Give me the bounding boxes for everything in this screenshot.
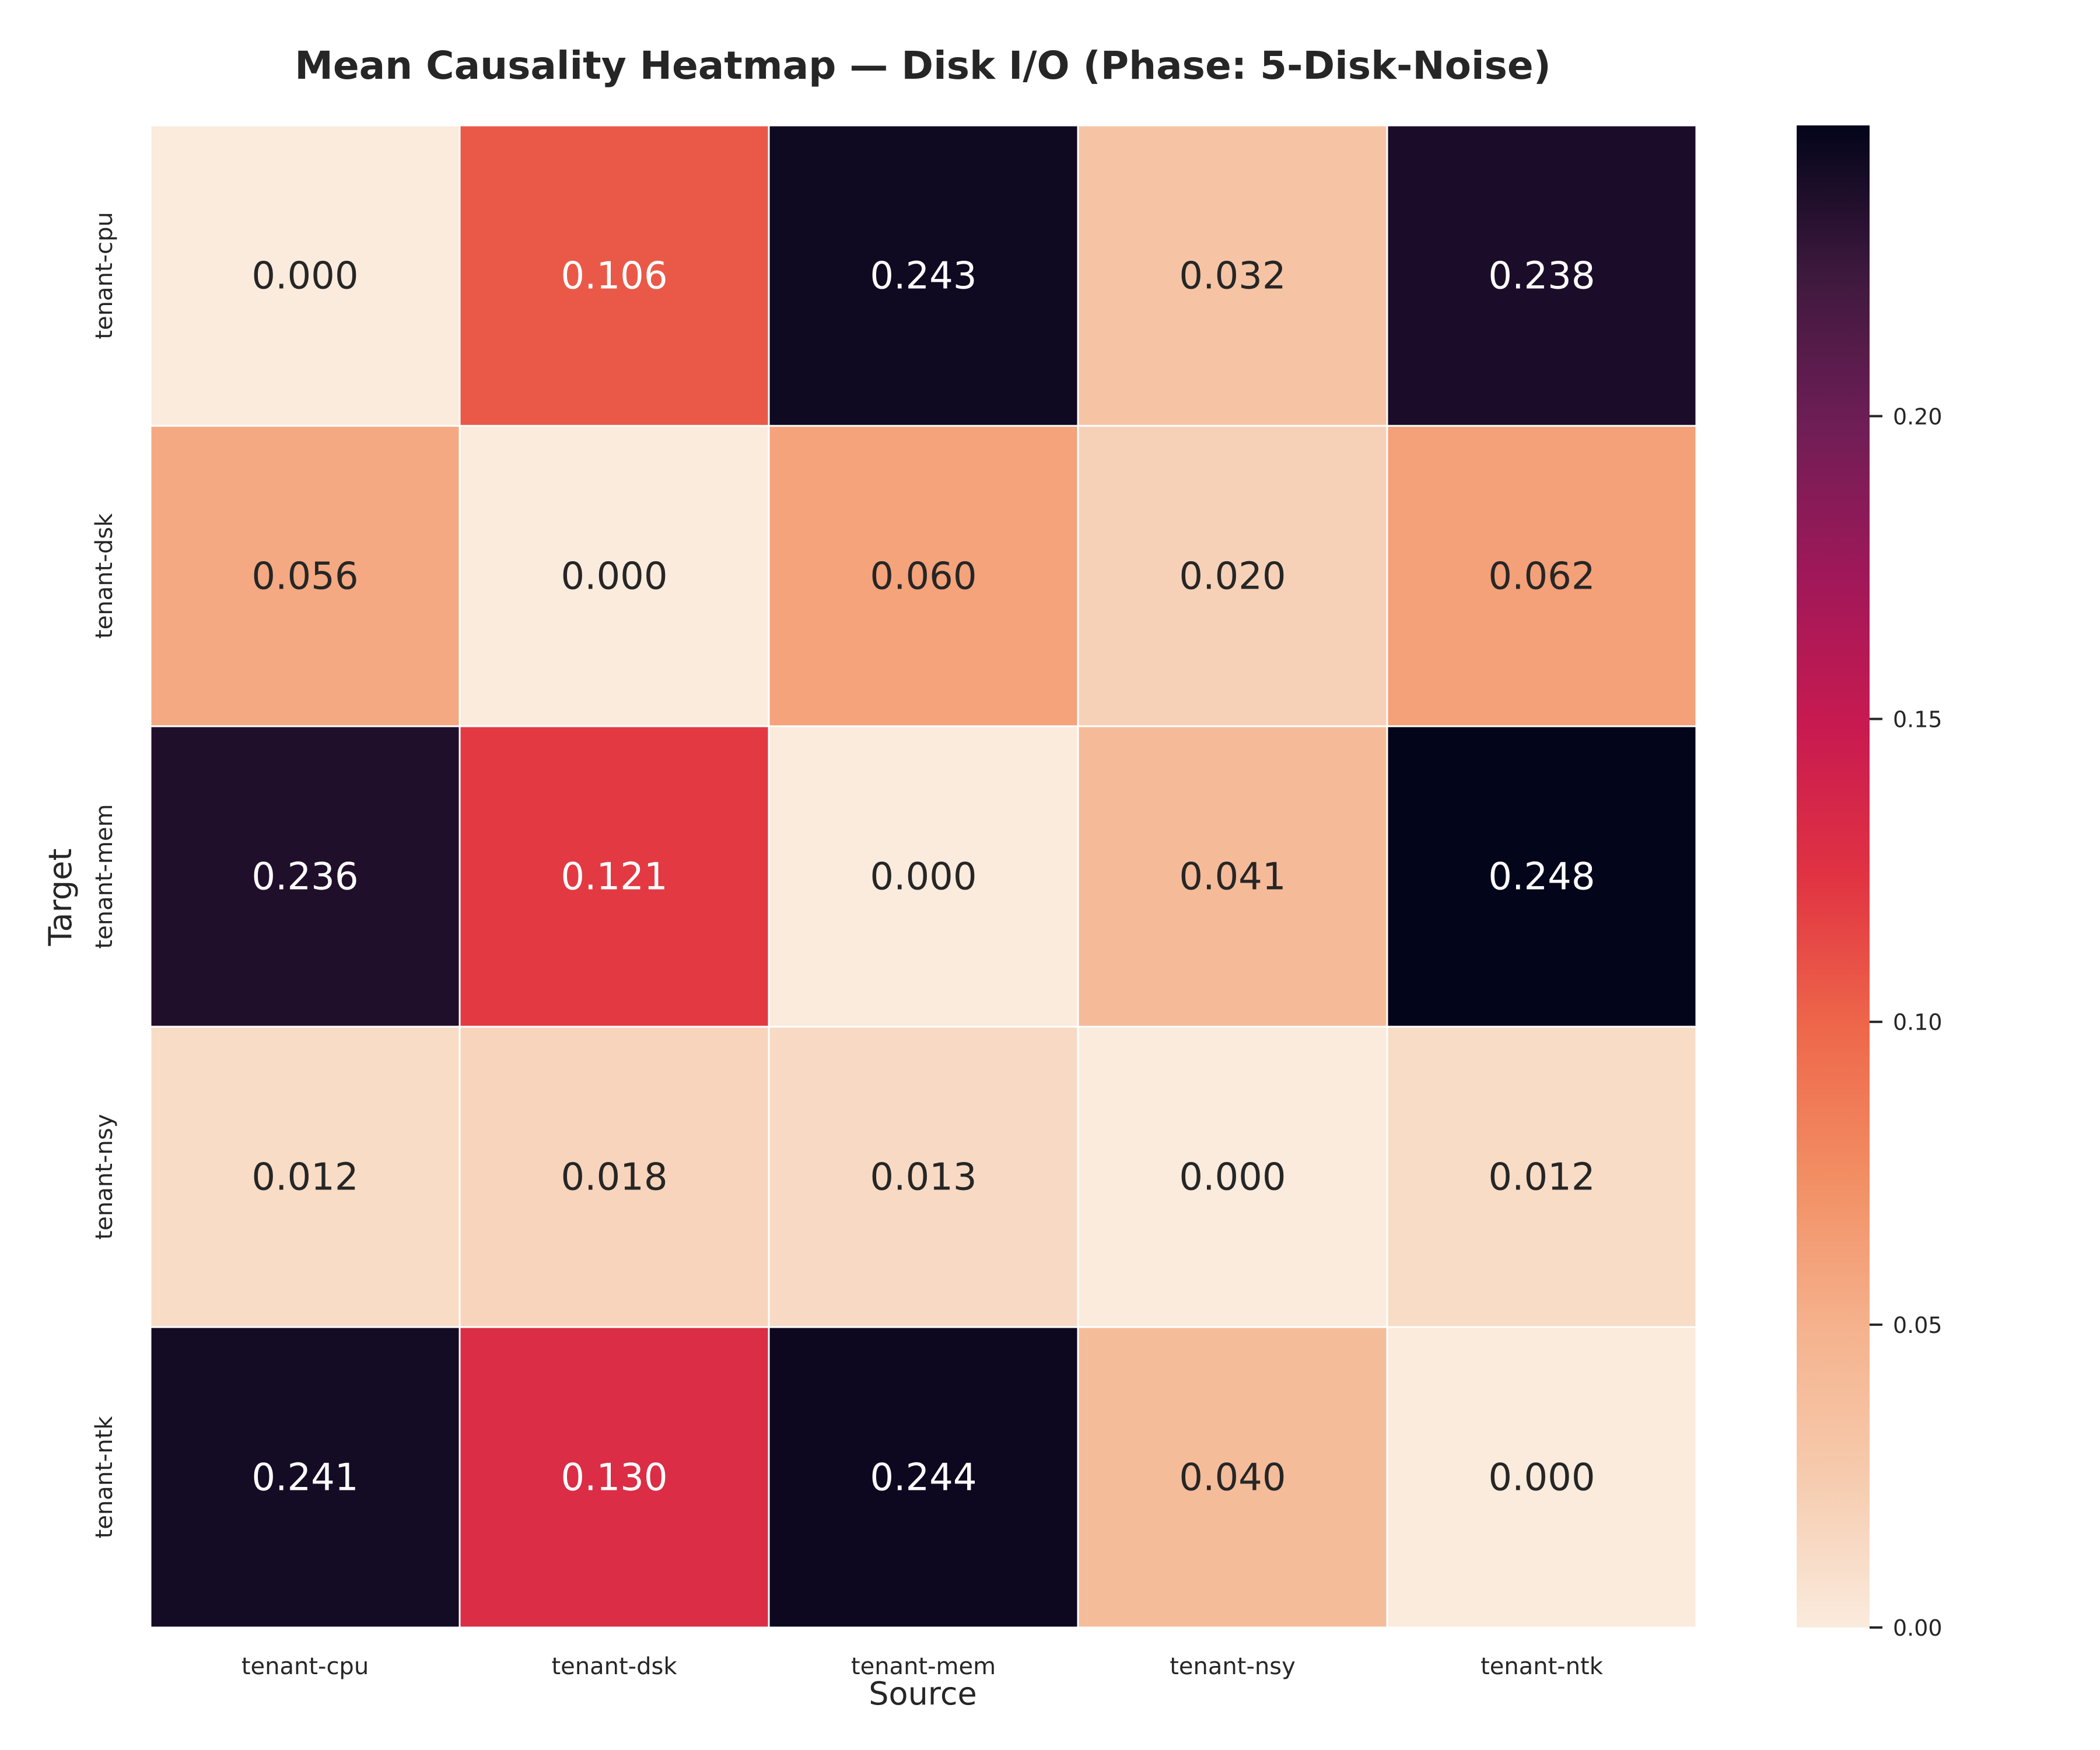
heatmap-cell	[768, 1326, 1079, 1629]
cell-value-label: 0.040	[1179, 1457, 1286, 1500]
heatmap-cell	[1077, 1026, 1388, 1328]
cell-value-label: 0.000	[1488, 1457, 1595, 1500]
x-tick-label: tenant-mem	[851, 1653, 996, 1680]
colorbar	[1797, 125, 1870, 1628]
y-tick-label: tenant-nsy	[91, 1114, 118, 1240]
cell-value-label: 0.243	[870, 255, 977, 298]
cell-value-label: 0.000	[1179, 1156, 1286, 1199]
x-tick-label: tenant-dsk	[551, 1653, 677, 1680]
heatmap-cell	[149, 1026, 461, 1328]
cell-value-label: 0.121	[561, 856, 667, 899]
heatmap-cells: 0.000 0.106 0.243 0.032 0.238 0.056 0.000 0.060…	[149, 124, 1698, 1629]
heatmap-cell	[768, 124, 1079, 427]
heatmap-cell	[768, 725, 1079, 1028]
heatmap-cell	[1386, 425, 1698, 727]
cell-value-label: 0.020	[1179, 555, 1286, 598]
cell-value-label: 0.106	[561, 255, 667, 298]
heatmap-cell	[1077, 425, 1388, 727]
cell-value-label: 0.012	[251, 1156, 358, 1199]
heatmap-cell	[459, 1326, 770, 1629]
heatmap-cell	[459, 124, 770, 427]
y-tick-label: tenant-mem	[91, 804, 118, 949]
colorbar-tick-label: 0.00	[1893, 1615, 1943, 1641]
y-tick-label: tenant-dsk	[91, 513, 118, 639]
heatmap-cell	[459, 425, 770, 727]
colorbar-tick-label: 0.15	[1893, 707, 1943, 733]
cell-value-label: 0.130	[561, 1457, 667, 1500]
heatmap-cell	[768, 425, 1079, 727]
cell-value-label: 0.000	[251, 255, 358, 298]
x-axis-label: Source	[869, 1675, 977, 1712]
cell-value-label: 0.032	[1179, 255, 1286, 298]
heatmap-cell	[459, 1026, 770, 1328]
cell-value-label: 0.241	[251, 1457, 358, 1500]
chart-title: Mean Causality Heatmap — Disk I/O (Phase…	[295, 43, 1551, 88]
x-tick-label: tenant-ntk	[1480, 1653, 1604, 1680]
colorbar-tick-label: 0.10	[1893, 1010, 1943, 1035]
cell-value-label: 0.244	[870, 1457, 977, 1500]
heatmap-cell	[149, 124, 461, 427]
heatmap-cell	[149, 1326, 461, 1629]
heatmap-cell	[1386, 1026, 1698, 1328]
y-axis-label: Target	[42, 848, 79, 946]
heatmap-cell	[1386, 725, 1698, 1028]
cell-value-label: 0.012	[1488, 1156, 1595, 1199]
cell-value-label: 0.056	[251, 555, 358, 598]
x-tick-label: tenant-nsy	[1170, 1653, 1296, 1680]
heatmap-cell	[1386, 1326, 1698, 1629]
y-tick-labels: tenant-cpu tenant-dsk tenant-mem tenant-nsy…	[91, 212, 118, 1538]
cell-value-label: 0.062	[1488, 555, 1595, 598]
cell-value-label: 0.248	[1488, 856, 1595, 899]
x-tick-labels: tenant-cpu tenant-dsk tenant-mem tenant-nsy…	[242, 1653, 1604, 1680]
colorbar-tick-label: 0.20	[1893, 404, 1943, 429]
cell-value-label: 0.013	[870, 1156, 977, 1199]
heatmap-cell	[459, 725, 770, 1028]
x-tick-label: tenant-cpu	[242, 1653, 369, 1680]
colorbar-ticks: 0.00 0.05 0.10 0.15 0.20	[1870, 404, 1943, 1641]
heatmap-cell	[149, 425, 461, 727]
cell-value-label: 0.060	[870, 555, 977, 598]
cell-value-label: 0.018	[561, 1156, 667, 1199]
cell-value-label: 0.238	[1488, 255, 1595, 298]
cell-value-label: 0.236	[251, 856, 358, 899]
heatmap-cell	[768, 1026, 1079, 1328]
heatmap-cell	[1077, 1326, 1388, 1629]
heatmap-cell	[1077, 725, 1388, 1028]
cell-value-label: 0.000	[561, 555, 667, 598]
y-tick-label: tenant-cpu	[91, 212, 118, 339]
cell-value-label: 0.041	[1179, 856, 1286, 899]
colorbar-tick-label: 0.05	[1893, 1312, 1943, 1338]
heatmap-cell	[1077, 124, 1388, 427]
cell-value-label: 0.000	[870, 856, 977, 899]
y-tick-label: tenant-ntk	[91, 1416, 118, 1539]
